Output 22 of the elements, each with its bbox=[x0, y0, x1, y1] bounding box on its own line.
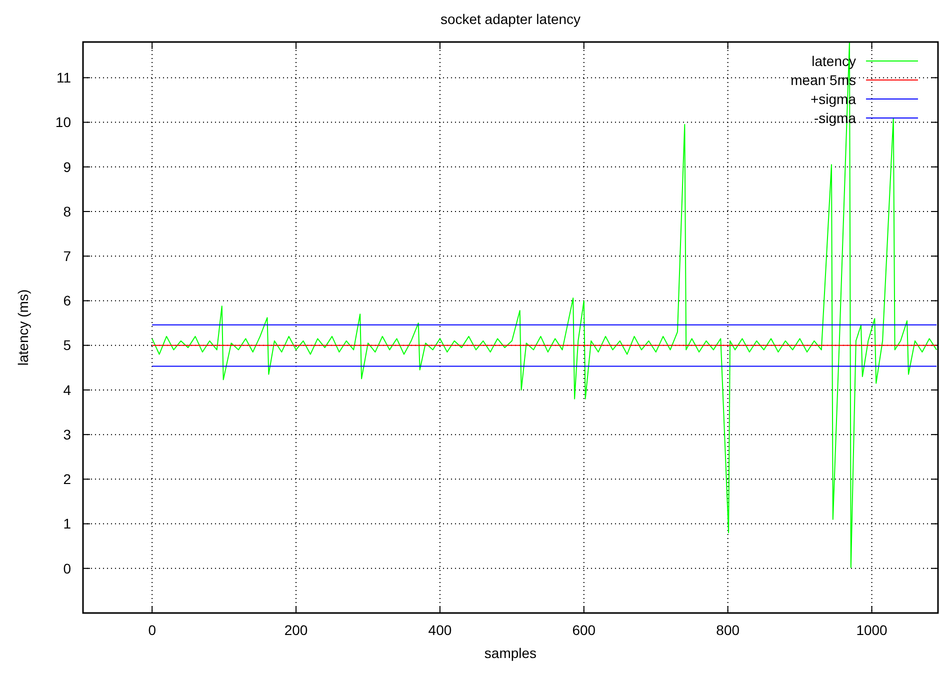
chart-title: socket adapter latency bbox=[440, 11, 581, 27]
x-tick-label: 200 bbox=[284, 622, 308, 638]
x-tick-label: 600 bbox=[572, 622, 596, 638]
y-tick-label: 1 bbox=[63, 516, 72, 532]
y-tick-label: 4 bbox=[63, 382, 72, 398]
y-tick-label: 8 bbox=[63, 203, 72, 220]
y-tick-label: 10 bbox=[55, 114, 72, 130]
y-tick-label: 0 bbox=[63, 560, 72, 576]
y-tick-label: 11 bbox=[56, 70, 72, 86]
x-tick-label: 0 bbox=[148, 622, 156, 638]
x-axis-title: samples bbox=[484, 645, 537, 661]
x-tick-label: 400 bbox=[428, 622, 452, 638]
y-axis-title: latency (ms) bbox=[15, 289, 31, 366]
y-tick-label: 2 bbox=[63, 471, 72, 488]
y-tick-label: 7 bbox=[63, 248, 72, 264]
y-tick-label: 9 bbox=[63, 158, 72, 175]
y-tick-label: 5 bbox=[63, 337, 72, 354]
x-tick-label: 1000 bbox=[856, 622, 888, 638]
y-tick-label: 3 bbox=[63, 426, 72, 442]
line-series bbox=[152, 42, 938, 568]
x-tick-label: 800 bbox=[716, 622, 740, 638]
y-tick-label: 6 bbox=[63, 292, 72, 309]
